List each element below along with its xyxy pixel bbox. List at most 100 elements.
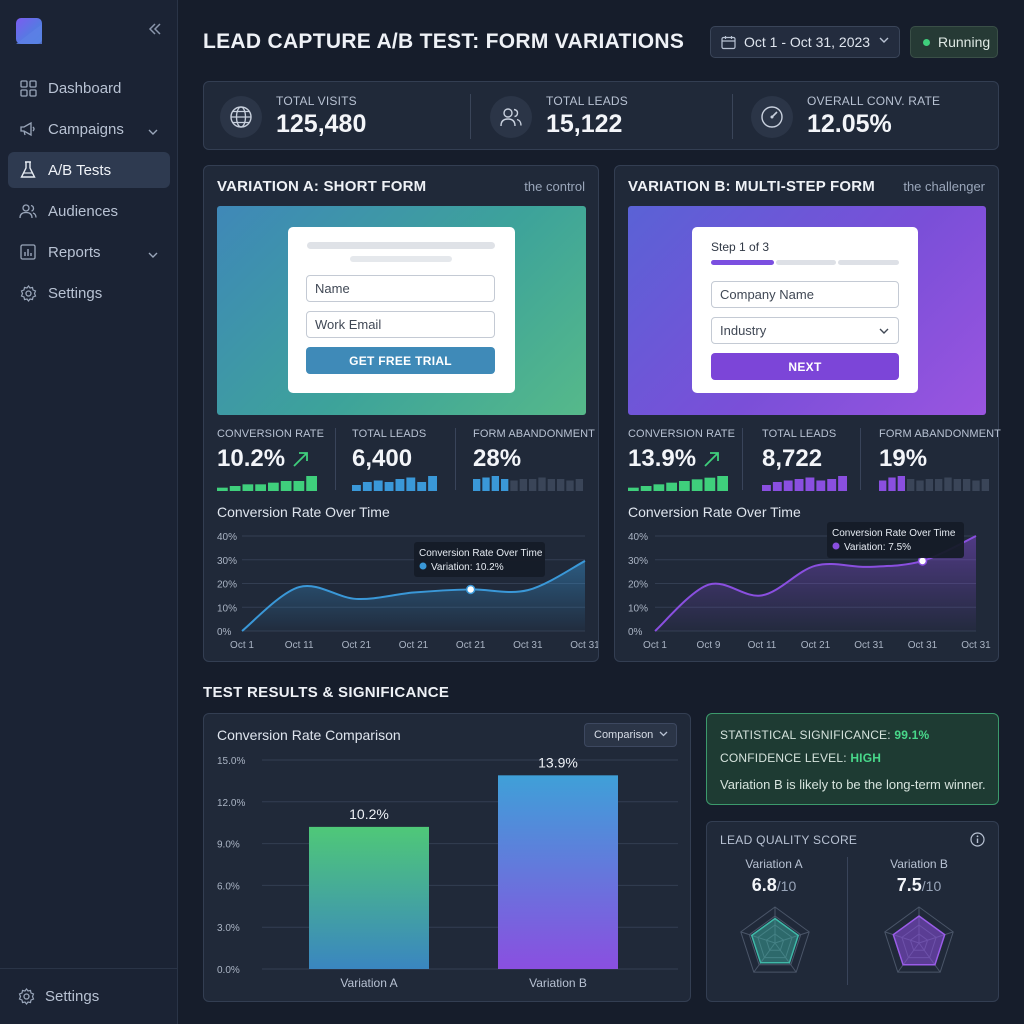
variation-a-subtitle: the control: [524, 179, 585, 194]
variation-a-form-preview: Name Work Email GET FREE TRIAL: [217, 206, 586, 415]
tooltip-title: Conversion Rate Over Time: [419, 548, 543, 559]
next-button[interactable]: NEXT: [711, 353, 899, 380]
chevron-down-icon[interactable]: [148, 245, 158, 262]
sidebar-item-settings[interactable]: Settings: [8, 275, 170, 311]
x-tick-label: Oct 21: [456, 640, 486, 651]
date-range-picker[interactable]: Oct 1 - Oct 31, 2023: [710, 26, 900, 58]
comparison-dropdown[interactable]: Comparison: [584, 723, 677, 747]
info-icon[interactable]: [970, 832, 985, 847]
metric-label: FORM ABANDONMENT: [879, 428, 1001, 440]
tooltip-dot: [419, 562, 427, 570]
sparkline-bar: [510, 480, 518, 491]
variation-b-line-chart: 0% 10% 20% 30% 40% Oct 1 Oct 9 Oct 11 Oct 21 Oct …: [628, 522, 991, 651]
sidebar-item-ab-tests[interactable]: A/B Tests: [8, 152, 170, 188]
gear-icon: [18, 283, 38, 303]
work-email-field[interactable]: Work Email: [306, 311, 495, 338]
x-tick-label: Variation A: [340, 976, 397, 990]
line-series: [241, 560, 586, 632]
chevron-down-icon[interactable]: [148, 122, 158, 139]
globe-icon: [220, 95, 262, 138]
step-label: Step 1 of 3: [711, 240, 770, 254]
summary-stats: TOTAL VISITS 125,480 TOTAL LEADS 15,122 …: [203, 81, 999, 150]
radar-chart-a: [740, 906, 810, 973]
sidebar-item-audiences[interactable]: Audiences: [8, 193, 170, 229]
step-progress: [838, 260, 899, 265]
radar-area: [892, 915, 946, 966]
conversion-sparkline: [217, 476, 317, 491]
sparkline-bar: [963, 479, 971, 491]
sparkline-bar: [491, 476, 499, 491]
y-tick-label: 20%: [217, 580, 237, 591]
radar-axis: [753, 942, 776, 973]
radar-grid: [765, 933, 785, 951]
sparkline-bar: [879, 480, 887, 491]
x-tick-label: Oct 31: [570, 640, 598, 651]
stat-value: 15,122: [546, 110, 623, 138]
sparkline-bar: [519, 479, 527, 491]
industry-select[interactable]: Industry: [711, 317, 899, 344]
name-field[interactable]: Name: [306, 275, 495, 302]
page-title: LEAD CAPTURE A/B TEST: FORM VARIATIONS: [203, 30, 685, 53]
radar-chart-b: [884, 906, 954, 973]
divider: [860, 428, 861, 490]
radar-grid: [740, 906, 810, 973]
x-tick-label: Oct 21: [342, 640, 372, 651]
radar-area: [750, 917, 800, 964]
stat-label: TOTAL LEADS: [546, 94, 629, 108]
placeholder-line: [307, 242, 495, 249]
users-icon: [490, 95, 532, 138]
sparkline-bar: [816, 480, 826, 491]
sidebar-bottom-settings[interactable]: Settings: [0, 968, 178, 1024]
sidebar-nav: Dashboard Campaigns A/B Tests Audiences …: [8, 70, 170, 316]
x-tick-label: Oct 31: [854, 640, 884, 651]
stat-label: TOTAL VISITS: [276, 94, 357, 108]
metric-label: FORM ABANDONMENT: [473, 428, 595, 440]
sparkline-bar: [666, 482, 677, 491]
radar-grid: [757, 924, 793, 959]
sparkline-bar: [704, 477, 716, 491]
significance-line: STATISTICAL SIGNIFICANCE: 99.1%: [720, 728, 929, 742]
stat-value: 125,480: [276, 110, 367, 138]
company-name-field[interactable]: Company Name: [711, 281, 899, 308]
divider: [742, 428, 743, 490]
radar-grid: [884, 906, 954, 973]
sidebar-item-campaigns[interactable]: Campaigns: [8, 111, 170, 147]
sparkline-bar: [362, 482, 372, 491]
sidebar-item-reports[interactable]: Reports: [8, 234, 170, 270]
leads-sparkline: [762, 476, 847, 491]
y-tick-label: 6.0%: [217, 881, 240, 892]
significance-panel: STATISTICAL SIGNIFICANCE: 99.1% CONFIDEN…: [706, 713, 999, 805]
collapse-sidebar-icon[interactable]: [148, 22, 162, 41]
y-tick-label: 10%: [628, 603, 648, 614]
bar: [498, 775, 618, 969]
calendar-icon: [721, 35, 736, 50]
x-tick-label: Oct 31: [513, 640, 543, 651]
app-logo[interactable]: [16, 18, 42, 44]
x-tick-label: Oct 11: [748, 640, 777, 651]
megaphone-icon: [18, 119, 38, 139]
step-progress: [776, 260, 836, 265]
conversion-sparkline: [628, 476, 728, 491]
significance-value: 99.1%: [894, 728, 930, 742]
sparkline-bar: [428, 476, 437, 491]
sidebar-item-dashboard[interactable]: Dashboard: [8, 70, 170, 106]
x-tick-label: Oct 9: [697, 640, 721, 651]
date-range-label: Oct 1 - Oct 31, 2023: [744, 34, 871, 50]
tooltip-title: Conversion Rate Over Time: [832, 528, 956, 539]
sparkline-bar: [935, 479, 943, 491]
sparkline-bar: [907, 479, 915, 491]
sparkline-bar: [417, 482, 427, 491]
stat-value: 12.05%: [807, 110, 892, 138]
lead-quality-name: Variation A: [745, 857, 803, 871]
metric-value: 8,722: [762, 445, 823, 472]
sparkline-bar: [352, 485, 361, 491]
sidebar: Dashboard Campaigns A/B Tests Audiences …: [0, 0, 178, 1024]
tooltip-value: Variation: 10.2%: [431, 562, 504, 573]
sidebar-bottom-label: Settings: [45, 988, 100, 1005]
significance-summary: Variation B is likely to be the long-ter…: [720, 777, 986, 792]
status-dot-icon: [923, 38, 930, 46]
variation-a-title: VARIATION A: SHORT FORM: [217, 178, 427, 195]
get-free-trial-button[interactable]: GET FREE TRIAL: [306, 347, 495, 374]
sparkline-bar: [482, 477, 490, 491]
divider: [470, 94, 471, 139]
